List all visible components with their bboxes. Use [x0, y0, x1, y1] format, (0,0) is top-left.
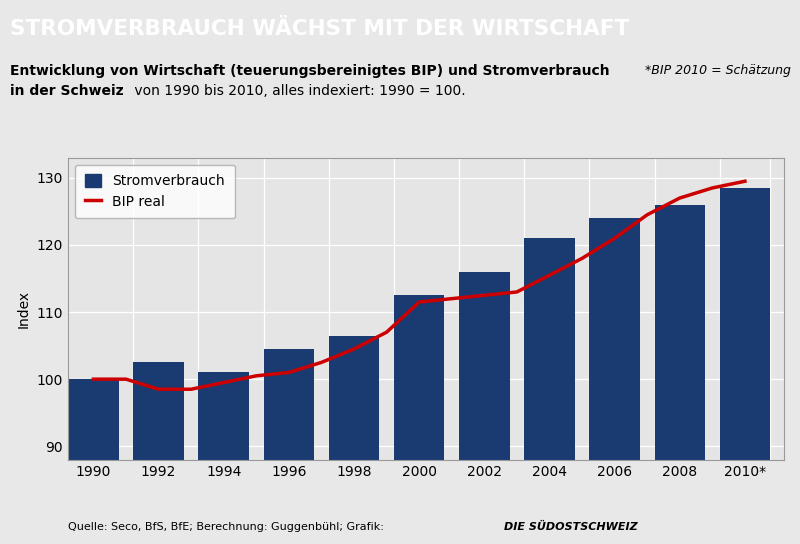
Legend: Stromverbrauch, BIP real: Stromverbrauch, BIP real [75, 165, 234, 218]
Text: STROMVERBRAUCH WÄCHST MIT DER WIRTSCHAFT: STROMVERBRAUCH WÄCHST MIT DER WIRTSCHAFT [10, 18, 629, 39]
Bar [134, 362, 184, 544]
Bar [264, 349, 314, 544]
Text: von 1990 bis 2010, alles indexiert: 1990 = 100.: von 1990 bis 2010, alles indexiert: 1990… [130, 84, 466, 98]
Text: in der Schweiz: in der Schweiz [10, 84, 123, 98]
Y-axis label: Index: Index [16, 289, 30, 328]
Bar [394, 295, 445, 544]
Bar [329, 336, 379, 544]
Bar [654, 205, 705, 544]
Text: Quelle: Seco, BfS, BfE; Berechnung: Guggenbühl; Grafik:: Quelle: Seco, BfS, BfE; Berechnung: Gugg… [68, 522, 387, 532]
Text: Entwicklung von Wirtschaft (teuerungsbereinigtes BIP) und Stromverbrauch: Entwicklung von Wirtschaft (teuerungsber… [10, 64, 610, 78]
Text: *BIP 2010 = Schätzung: *BIP 2010 = Schätzung [645, 64, 790, 77]
Bar [68, 379, 118, 544]
Bar [720, 188, 770, 544]
Bar [524, 238, 574, 544]
Bar [459, 272, 510, 544]
Text: DIE SÜDOSTSCHWEIZ: DIE SÜDOSTSCHWEIZ [504, 522, 638, 532]
Bar [198, 373, 249, 544]
Bar [590, 218, 640, 544]
